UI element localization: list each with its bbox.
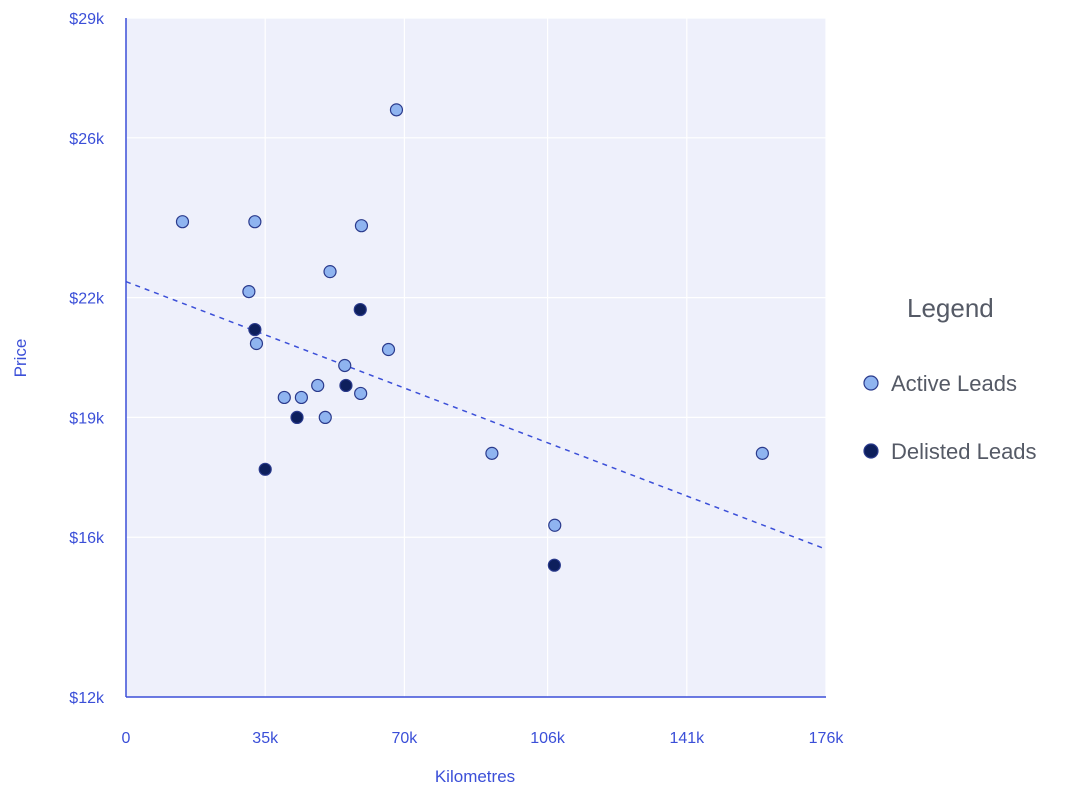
x-axis-title: Kilometres	[435, 767, 515, 786]
data-point-active	[175, 215, 190, 229]
y-tick-label: $19k	[69, 410, 105, 427]
y-tick-label: $16k	[69, 530, 105, 547]
x-tick-label: 0	[122, 730, 131, 747]
grid-lines	[126, 17, 827, 697]
y-tick-label: $26k	[69, 131, 105, 148]
data-point-active	[311, 378, 325, 393]
plot-area	[126, 18, 826, 697]
data-point-active	[242, 284, 256, 299]
data-point-active	[248, 215, 262, 229]
data-point-active	[323, 265, 337, 279]
x-tick-label: 70k	[392, 730, 419, 747]
legend-marker	[863, 375, 879, 391]
x-tick-labels: 0 35k 70k 106k 141k 176k	[122, 730, 845, 747]
data-point-delisted	[258, 462, 272, 476]
legend: Legend Active Leads Delisted Leads	[863, 293, 1037, 464]
data-point-active	[294, 390, 308, 405]
data-point-active	[354, 219, 369, 233]
legend-marker	[863, 443, 879, 459]
y-tick-label: $22k	[69, 291, 105, 308]
x-tick-label: 35k	[252, 730, 279, 747]
data-point-active	[755, 446, 769, 460]
data-point-active	[389, 103, 404, 117]
data-point-active	[277, 390, 291, 405]
trendline	[125, 280, 827, 550]
data-point-active	[354, 386, 368, 401]
legend-title: Legend	[907, 293, 994, 323]
data-point-active	[249, 336, 264, 351]
x-tick-label: 106k	[530, 730, 566, 747]
y-axis-title: Price	[11, 339, 30, 378]
data-point-delisted	[248, 322, 262, 337]
data-point-active	[318, 410, 332, 425]
x-tick-label: 141k	[669, 730, 705, 747]
data-point-delisted	[290, 410, 304, 425]
data-point-active	[381, 342, 396, 357]
y-tick-label: $12k	[69, 690, 105, 707]
data-point-delisted	[339, 378, 353, 393]
y-tick-label: $29k	[69, 11, 105, 28]
y-tick-labels: $12k $16k $19k $22k $26k $29k	[69, 11, 105, 707]
data-point-active	[548, 518, 562, 532]
x-tick-label: 176k	[809, 730, 845, 747]
data-points	[175, 103, 769, 572]
data-point-active	[338, 358, 352, 373]
data-point-active	[485, 446, 499, 460]
legend-label: Delisted Leads	[891, 439, 1037, 464]
data-point-delisted	[547, 558, 561, 572]
legend-label: Active Leads	[891, 371, 1017, 396]
data-point-delisted	[353, 302, 367, 317]
